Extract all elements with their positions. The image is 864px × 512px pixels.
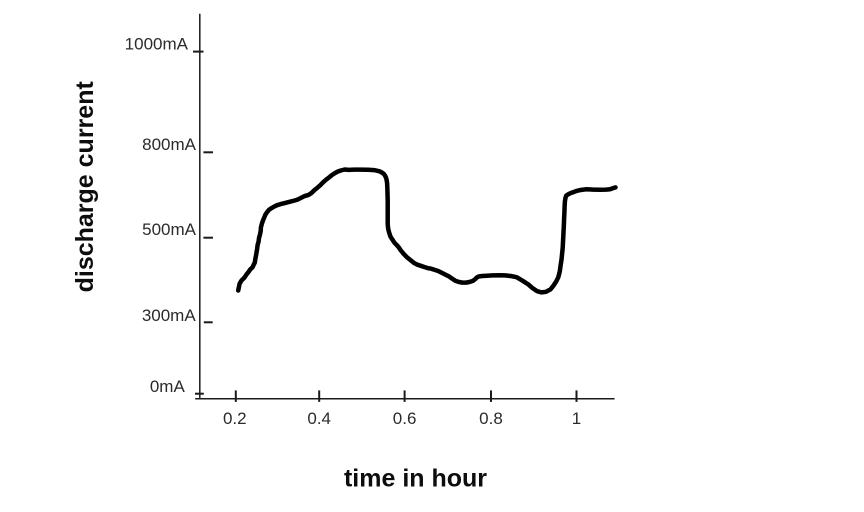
svg-text:1: 1 xyxy=(572,409,581,428)
svg-text:0.6: 0.6 xyxy=(393,409,417,428)
svg-text:0.8: 0.8 xyxy=(479,409,503,428)
svg-text:0.4: 0.4 xyxy=(307,409,331,428)
svg-text:800mA: 800mA xyxy=(142,135,197,154)
svg-text:0mA: 0mA xyxy=(150,377,186,396)
svg-text:time in hour: time in hour xyxy=(344,465,487,493)
svg-text:discharge current: discharge current xyxy=(71,81,99,293)
svg-text:300mA: 300mA xyxy=(142,306,197,325)
svg-text:1000mA: 1000mA xyxy=(125,34,189,53)
svg-text:0.2: 0.2 xyxy=(223,409,247,428)
svg-text:500mA: 500mA xyxy=(142,220,197,239)
